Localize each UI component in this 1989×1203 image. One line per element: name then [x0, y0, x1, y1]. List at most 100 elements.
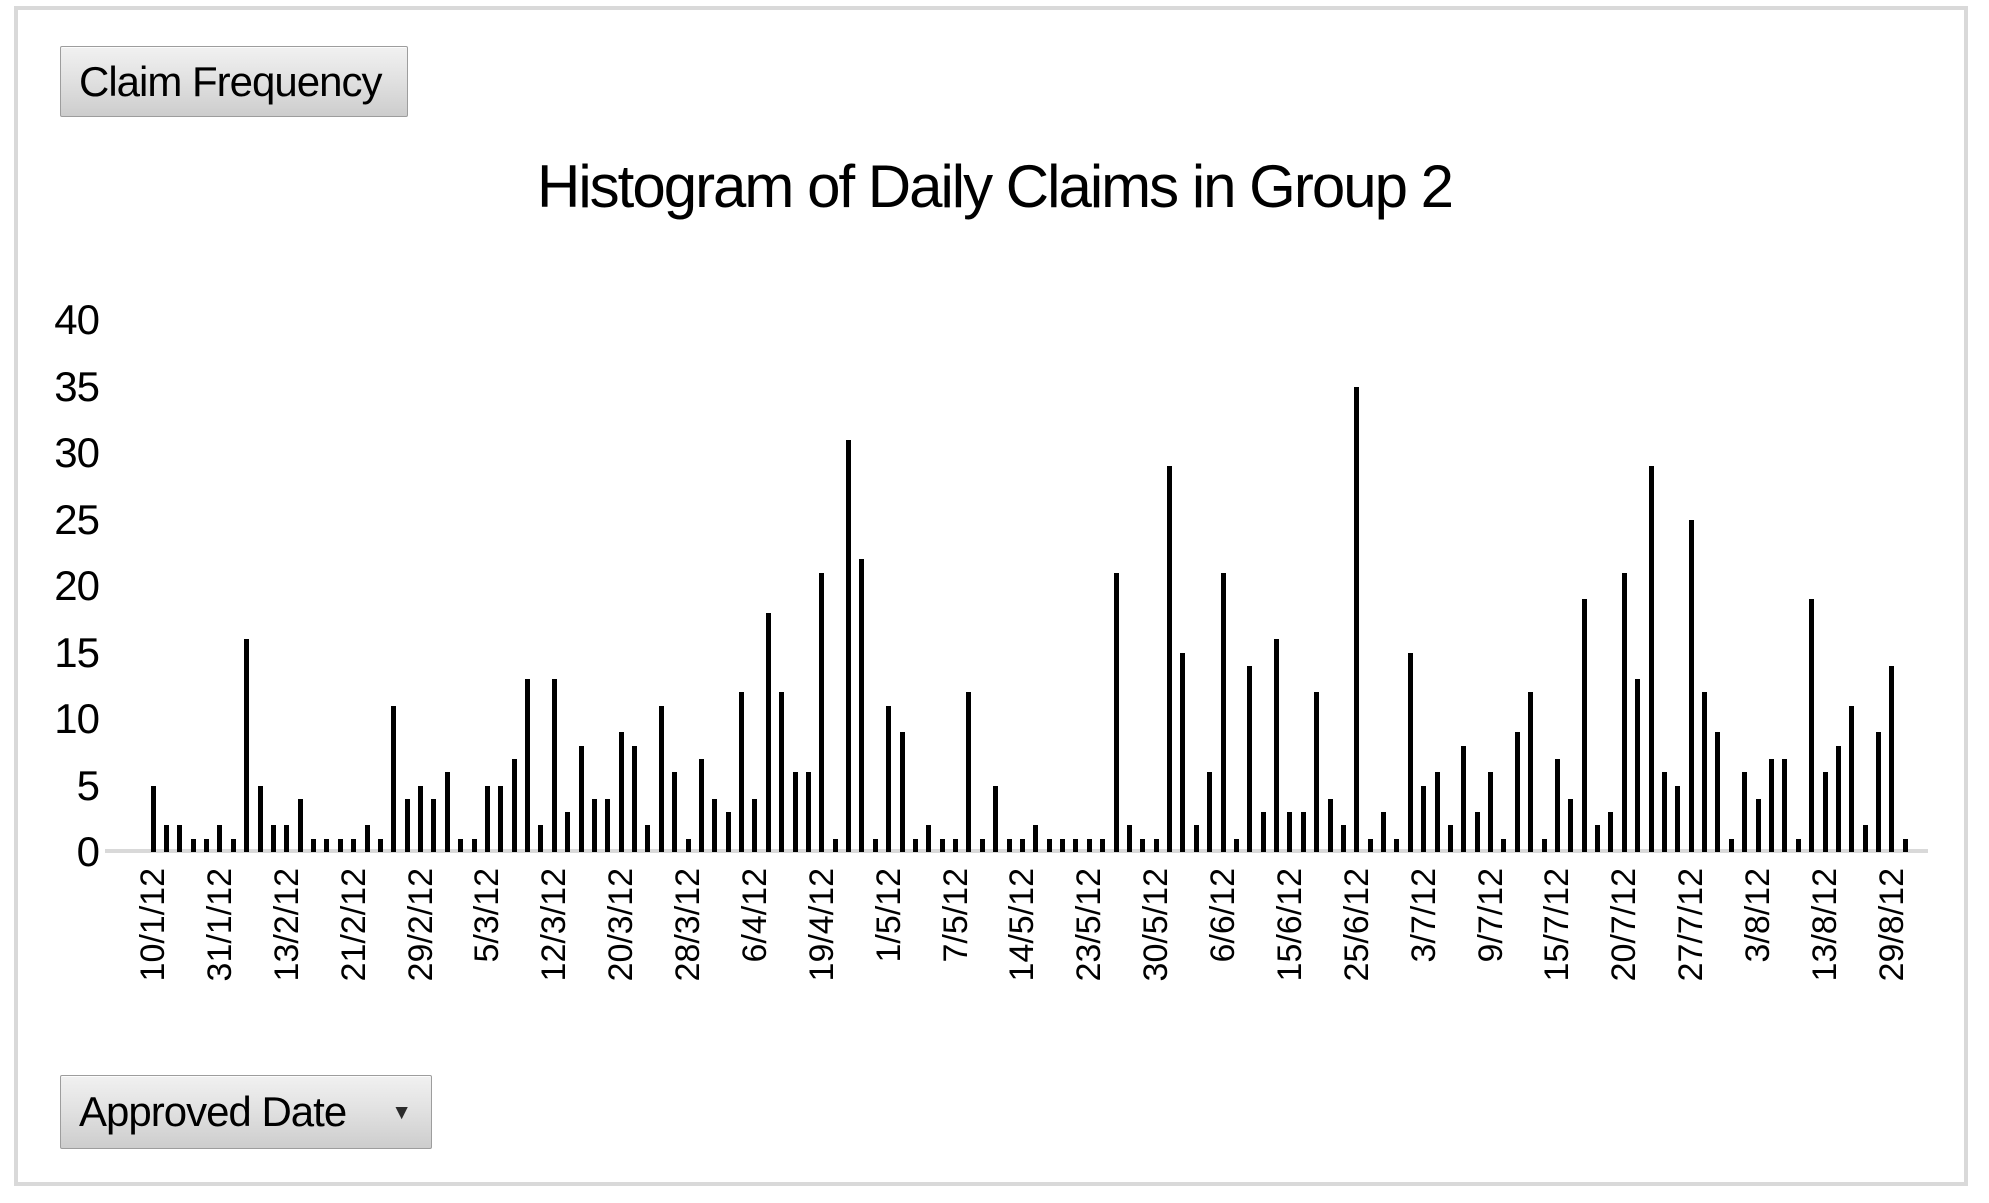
x-tick-label: 31/1/12 — [200, 868, 239, 982]
histogram-bar — [1728, 838, 1734, 852]
x-tick-label: 23/5/12 — [1070, 868, 1109, 982]
histogram-bar — [1782, 758, 1788, 852]
histogram-bar — [1661, 772, 1667, 852]
histogram-bar — [1862, 825, 1868, 852]
histogram-bar — [1354, 386, 1360, 852]
histogram-bar — [284, 825, 290, 852]
x-tick-label: 10/1/12 — [134, 868, 172, 982]
x-tick-label: 29/8/12 — [1872, 868, 1911, 982]
histogram-bar — [324, 838, 330, 852]
histogram-bar — [618, 732, 624, 852]
histogram-bar — [1381, 812, 1387, 852]
histogram-bar — [819, 572, 825, 852]
histogram-bar — [805, 772, 811, 852]
histogram-bar — [1474, 812, 1480, 852]
histogram-bar — [953, 838, 959, 852]
x-tick-label: 21/2/12 — [334, 868, 373, 982]
histogram-bar — [846, 439, 852, 852]
x-tick-label: 5/3/12 — [468, 868, 507, 963]
y-tick-label: 35 — [54, 362, 100, 410]
histogram-bar — [1140, 838, 1146, 852]
histogram-bar — [859, 559, 865, 852]
histogram-bar — [832, 838, 838, 852]
x-tick-label: 12/3/12 — [535, 868, 574, 982]
histogram-bar — [565, 812, 571, 852]
axis-button-label: Approved Date — [79, 1088, 347, 1135]
histogram-bar — [1702, 692, 1708, 852]
chart-title: Histogram of Daily Claims in Group 2 — [537, 153, 1454, 220]
histogram-bar — [1180, 652, 1186, 852]
histogram-bar — [1220, 572, 1226, 852]
histogram-bar — [1340, 825, 1346, 852]
histogram-bar — [1193, 825, 1199, 852]
histogram-bar — [605, 798, 611, 852]
histogram-bar — [1274, 639, 1280, 852]
histogram-bar — [1421, 785, 1427, 852]
histogram-bar — [1019, 838, 1025, 852]
histogram-bar — [1688, 519, 1694, 852]
histogram-bar — [698, 758, 704, 852]
approved-date-axis-button[interactable]: Approved Date ▼ — [60, 1075, 432, 1149]
histogram-bar — [1287, 812, 1293, 852]
x-tick-label: 6/4/12 — [735, 868, 774, 963]
histogram-bar — [779, 692, 785, 852]
histogram-bar — [150, 785, 156, 852]
histogram-bar — [177, 825, 183, 852]
y-tick-label: 0 — [76, 828, 100, 875]
x-tick-label: 13/8/12 — [1806, 868, 1844, 982]
histogram-bar — [1755, 798, 1761, 852]
histogram-bar — [926, 825, 932, 852]
histogram-bar — [1608, 812, 1614, 852]
x-tick-label: 6/6/12 — [1204, 868, 1243, 963]
histogram-bar — [297, 798, 303, 852]
histogram-bar — [1742, 772, 1748, 852]
histogram-bar — [1327, 798, 1333, 852]
histogram-bar — [1541, 838, 1547, 852]
histogram-bar — [1675, 785, 1681, 852]
histogram-bar — [1849, 705, 1855, 852]
x-tick-label: 28/3/12 — [669, 868, 708, 982]
histogram-bar — [551, 679, 557, 852]
histogram-bar — [204, 838, 209, 852]
y-tick-label: 5 — [76, 761, 100, 809]
dropdown-arrow-icon: ▼ — [391, 1100, 412, 1124]
y-tick-label: 20 — [54, 562, 100, 609]
y-tick-label: 30 — [54, 429, 100, 476]
histogram-bar — [1314, 692, 1320, 852]
histogram-bar — [1086, 838, 1092, 852]
histogram-bar — [1876, 732, 1881, 852]
histogram-bar — [1902, 838, 1908, 852]
y-tick-label: 15 — [54, 628, 100, 676]
histogram-bar — [484, 785, 490, 852]
histogram-bar — [1809, 599, 1815, 852]
x-axis-line — [105, 849, 1928, 853]
histogram-bar — [1595, 825, 1601, 852]
histogram-bar — [391, 705, 397, 852]
histogram-bar — [1715, 732, 1721, 852]
claim-frequency-field-button[interactable]: Claim Frequency — [60, 46, 408, 117]
histogram-bar — [1514, 732, 1520, 852]
histogram-bar — [1033, 825, 1039, 852]
histogram-bar — [311, 838, 316, 852]
histogram-bar — [1207, 772, 1213, 852]
histogram-bar — [1621, 572, 1627, 852]
histogram-bar — [725, 812, 731, 852]
histogram-bar — [1488, 772, 1494, 852]
histogram-bar — [712, 798, 718, 852]
histogram-bar — [163, 825, 169, 852]
x-tick-label: 20/7/12 — [1605, 868, 1644, 982]
histogram-bar — [1434, 772, 1440, 852]
histogram-bar — [1113, 572, 1119, 852]
histogram-bar — [1126, 825, 1132, 852]
histogram-bar — [752, 798, 758, 852]
histogram-bar — [1046, 838, 1052, 852]
histogram-bar — [190, 838, 196, 852]
histogram-bar — [1394, 838, 1400, 852]
histogram-bar — [979, 838, 985, 852]
histogram-bar — [471, 838, 477, 852]
histogram-bar — [1635, 679, 1641, 852]
x-tick-label: 29/2/12 — [401, 868, 440, 982]
histogram-bar — [1367, 838, 1373, 852]
histogram-bar — [645, 825, 651, 852]
x-tick-label: 19/4/12 — [802, 868, 841, 982]
